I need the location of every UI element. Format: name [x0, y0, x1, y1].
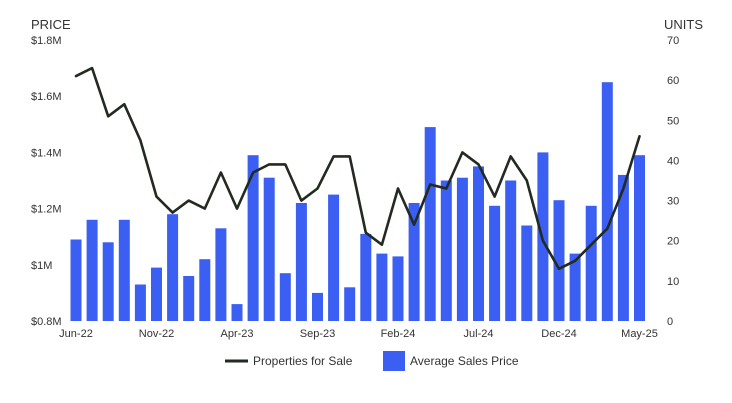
right-tick-label: 50	[667, 115, 679, 127]
legend: Properties for Sale Average Sales Price	[225, 351, 519, 371]
x-tick-label: Sep-23	[300, 328, 335, 340]
price-bar	[231, 304, 243, 321]
x-tick-label: Dec-24	[541, 328, 576, 340]
price-bar	[360, 233, 372, 321]
right-tick-label: 60	[667, 75, 679, 87]
right-tick-label: 30	[667, 196, 679, 208]
right-tick-label: 20	[667, 236, 679, 248]
legend-label-properties: Properties for Sale	[253, 354, 353, 368]
right-axis-ticks: 0 10 20 30 40 50 60 70	[667, 35, 679, 328]
price-bars	[70, 82, 645, 321]
right-tick-label: 70	[667, 35, 679, 47]
x-axis-ticks: Jun-22 Nov-22 Apr-23 Sep-23 Feb-24 Jul-24 Dec-…	[59, 328, 658, 340]
price-bar	[376, 253, 388, 321]
price-bar	[601, 82, 613, 321]
price-bar	[328, 194, 340, 321]
price-bar	[489, 205, 501, 321]
price-bar	[634, 155, 645, 321]
x-tick-label: Jun-22	[59, 328, 93, 340]
units-line-layer	[74, 66, 641, 271]
left-tick-label: $1M	[31, 260, 52, 272]
price-bar	[247, 155, 259, 321]
price-bar	[569, 253, 581, 321]
left-axis-title: PRICE	[31, 17, 71, 32]
legend-label-price: Average Sales Price	[410, 354, 519, 368]
left-axis-ticks: $0.8M $1M $1.2M $1.4M $1.6M $1.8M	[31, 35, 62, 328]
left-tick-label: $1.6M	[31, 91, 62, 103]
x-tick-label: Feb-24	[381, 328, 416, 340]
price-bar	[617, 174, 629, 321]
price-bar	[215, 228, 227, 321]
price-bar	[295, 203, 307, 321]
right-tick-label: 0	[667, 316, 673, 328]
price-bar	[440, 180, 452, 321]
price-bar	[473, 166, 484, 321]
price-bar	[392, 256, 404, 321]
price-bar	[312, 292, 323, 321]
price-bar	[279, 273, 291, 321]
right-tick-label: 10	[667, 276, 679, 288]
right-tick-label: 40	[667, 155, 679, 167]
left-tick-label: $1.4M	[31, 147, 62, 159]
price-bar	[151, 267, 162, 321]
price-bar	[102, 242, 114, 321]
right-axis-title: UNITS	[664, 17, 703, 32]
price-bar	[134, 284, 146, 321]
price-bar	[167, 214, 179, 321]
x-tick-label: Apr-23	[220, 328, 253, 340]
price-bar	[199, 259, 211, 321]
price-bar	[86, 219, 98, 321]
x-tick-label: Jul-24	[464, 328, 494, 340]
price-bar	[424, 127, 436, 321]
price-bar	[70, 239, 82, 321]
price-bar	[456, 177, 468, 321]
left-tick-label: $0.8M	[31, 316, 62, 328]
units-line	[74, 66, 641, 271]
price-bar	[263, 177, 275, 321]
price-bar	[585, 205, 597, 321]
x-tick-label: Nov-22	[139, 328, 174, 340]
price-bar	[408, 203, 420, 321]
price-bar	[505, 180, 517, 321]
price-bar	[521, 225, 533, 321]
price-bar	[553, 200, 565, 321]
price-bar	[183, 276, 195, 321]
price-bar	[118, 219, 130, 321]
x-tick-label: May-25	[621, 328, 658, 340]
left-tick-label: $1.8M	[31, 35, 62, 47]
left-tick-label: $1.2M	[31, 204, 62, 216]
price-bar	[344, 287, 356, 321]
legend-bar-swatch	[383, 351, 405, 371]
